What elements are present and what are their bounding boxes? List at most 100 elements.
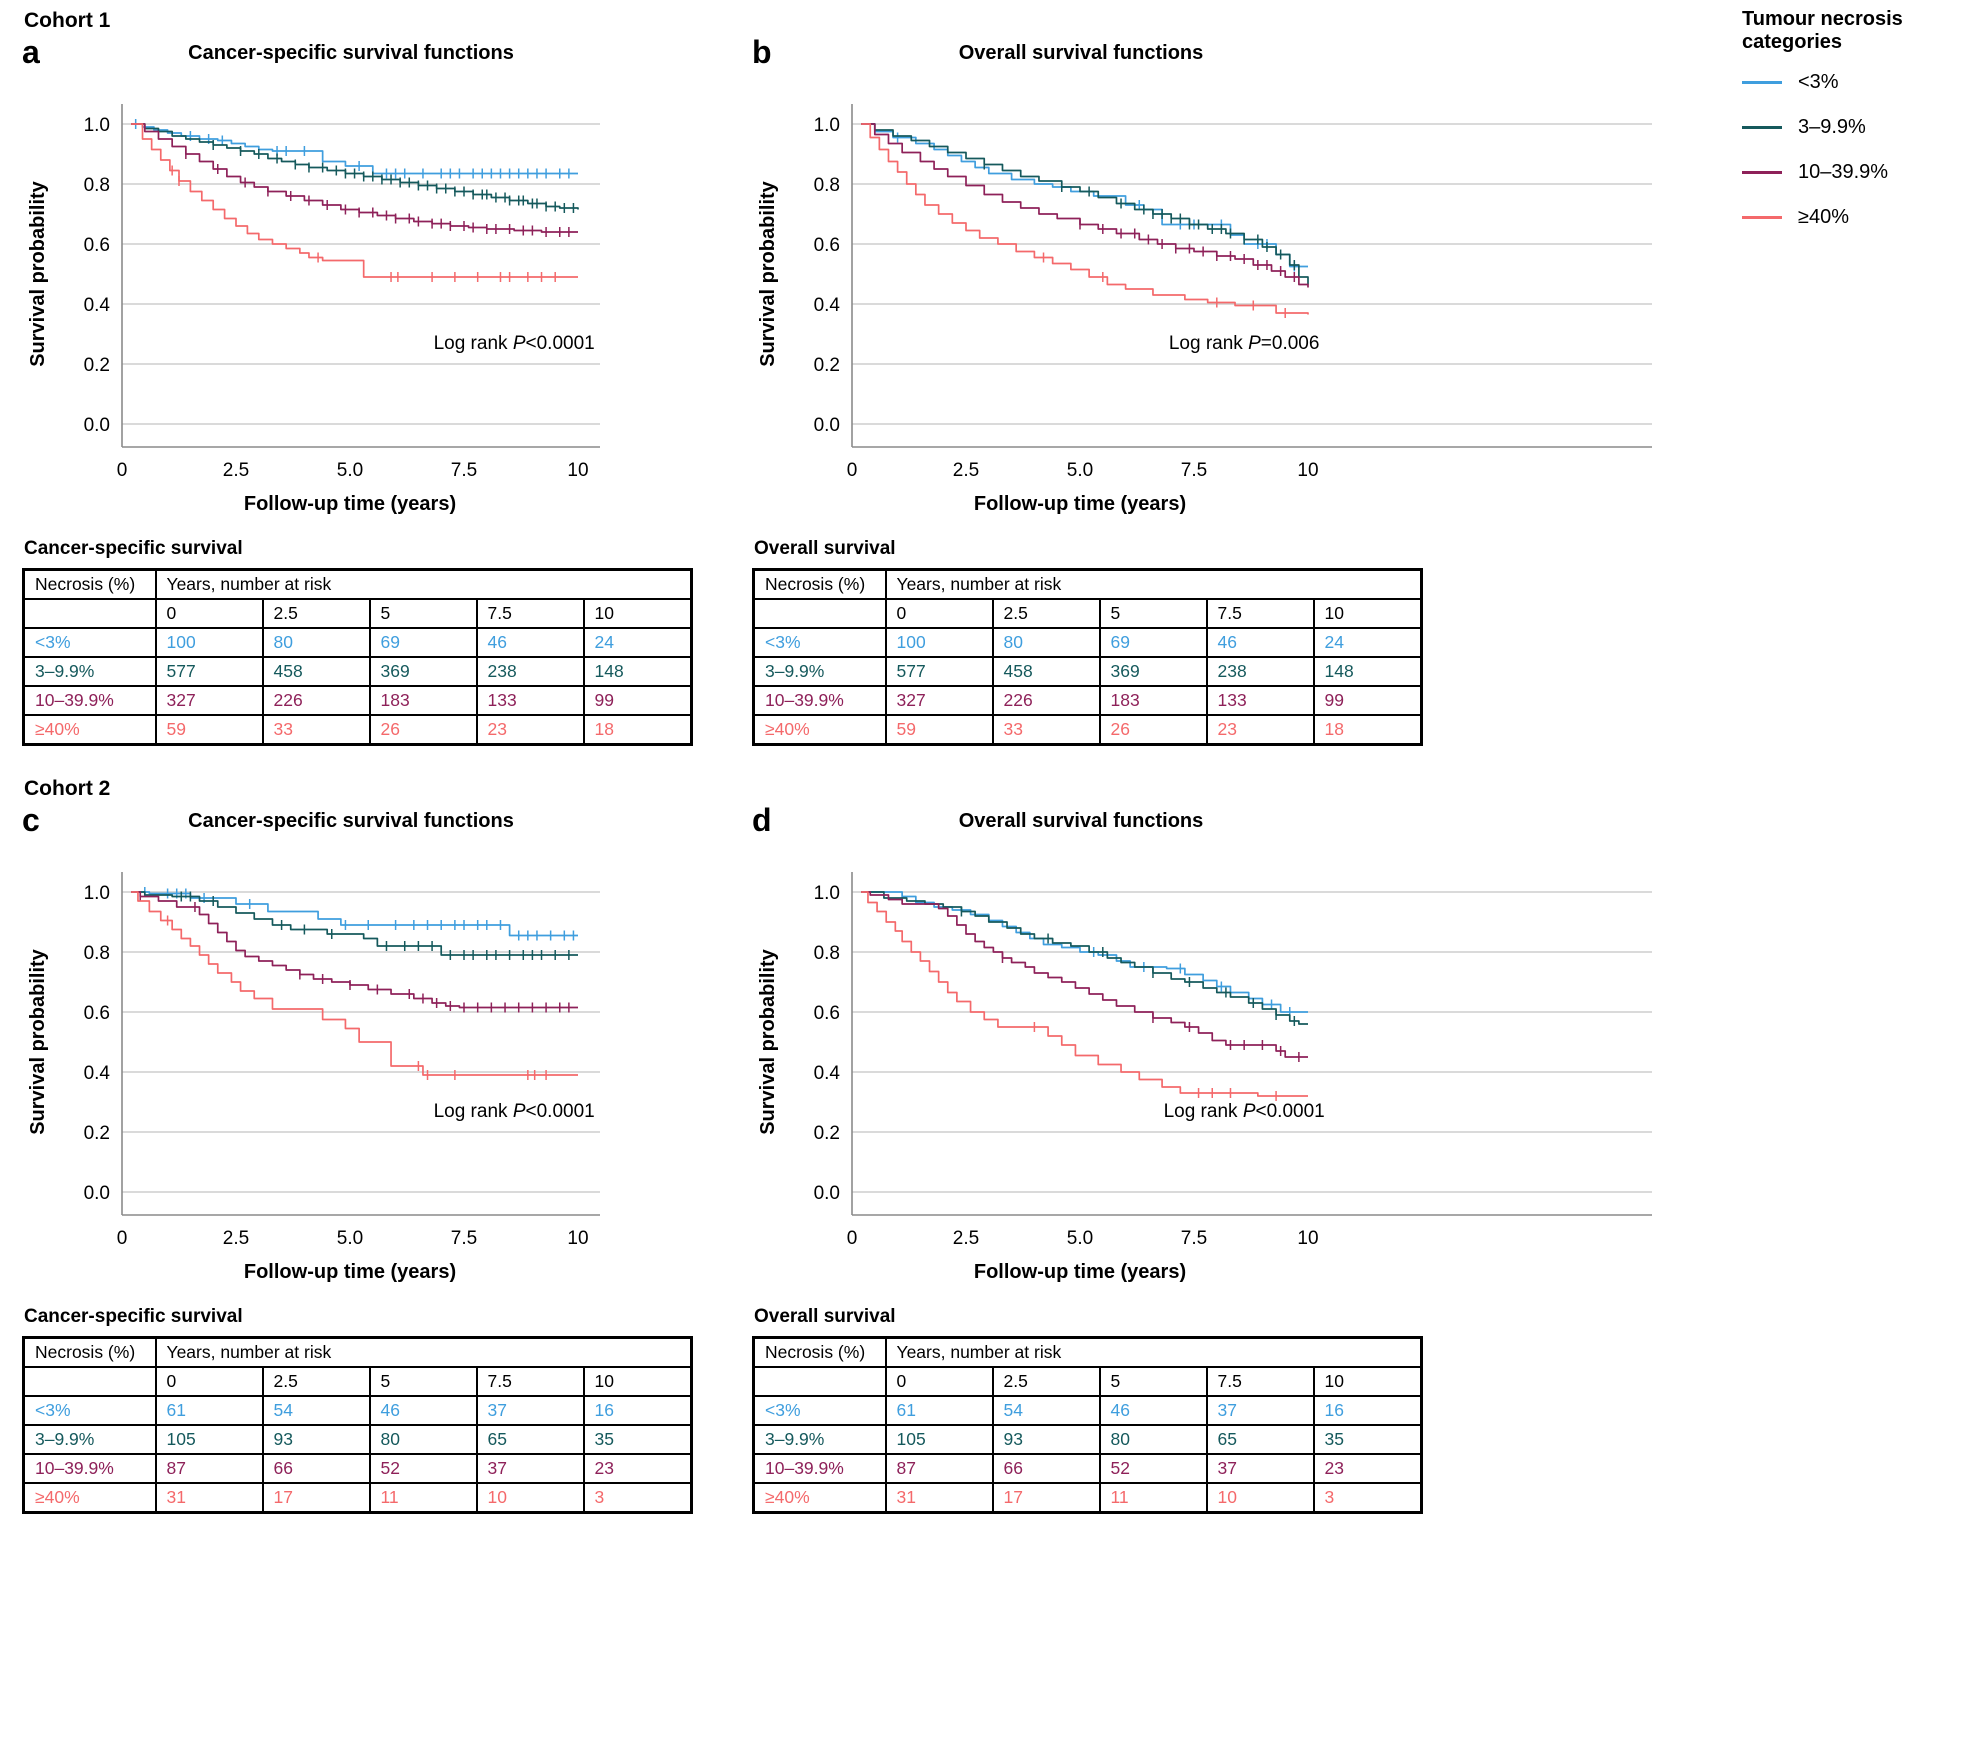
x-tick-label: 10 — [1297, 460, 1318, 481]
log-rank-annotation: Log rank P<0.0001 — [1164, 1101, 1325, 1122]
risk-count-cell: 93 — [261, 1424, 371, 1455]
table-row: ≥40% 59 33 26 23 18 — [752, 714, 1423, 746]
km-curve-≥40% — [861, 123, 1309, 315]
risk-count-cell: 10 — [475, 1482, 585, 1514]
x-tick-label: 7.5 — [451, 1228, 477, 1249]
legend-item-label: <3% — [1798, 71, 1839, 93]
risk-count-cell: 54 — [991, 1395, 1101, 1426]
necrosis-label-cell: 10–39.9% — [22, 685, 157, 716]
year-col-header: 10 — [582, 598, 693, 629]
year-col-header: 5 — [1098, 598, 1208, 629]
risk-count-cell: 99 — [582, 685, 693, 716]
risk-count-cell: 133 — [1205, 685, 1315, 716]
risk-count-cell: 23 — [1312, 1453, 1423, 1484]
x-axis-label: Follow-up time (years) — [244, 493, 456, 515]
y-gridlines — [852, 891, 1652, 1193]
y-tick-label: 0.8 — [814, 943, 840, 964]
km-curve-<3% — [861, 123, 1308, 268]
legend-line-swatch — [1742, 126, 1782, 129]
censor-ticks-<3% — [144, 887, 575, 941]
panel-title: Overall survival functions — [958, 42, 1204, 64]
risk-table: Necrosis (%) Years, number at risk 0 2.5 5 7.… — [752, 568, 1424, 746]
necrosis-header-cell: Necrosis (%) — [22, 1336, 157, 1368]
y-tick-labels: 1.0 0.8 0.6 0.4 0.2 0.0 — [814, 115, 841, 436]
km-chart-b: 1.0 0.8 0.6 0.4 0.2 0.0 0 2.5 5.0 7.5 10 Follow-up … — [757, 104, 1652, 515]
y-tick-labels: 1.0 0.8 0.6 0.4 0.2 0.0 — [84, 115, 111, 436]
censor-ticks-<3% — [134, 119, 570, 179]
y-tick-label: 0.6 — [84, 235, 110, 256]
year-col-header: 0 — [154, 1366, 264, 1397]
censor-ticks-10–39.9% — [185, 149, 570, 237]
table-year-row: 0 2.5 5 7.5 10 — [22, 1366, 693, 1397]
necrosis-label-cell: 10–39.9% — [22, 1453, 157, 1484]
necrosis-label-cell: <3% — [752, 1395, 887, 1426]
risk-count-cell: 80 — [991, 627, 1101, 658]
table-header-row: Necrosis (%) Years, number at risk — [752, 568, 1423, 600]
table-row: ≥40% 59 33 26 23 18 — [22, 714, 693, 746]
years-header-cell: Years, number at risk — [884, 568, 1423, 600]
risk-table-block: Overall survival Necrosis (%) Years, numbe… — [752, 538, 1672, 746]
year-col-header: 10 — [1312, 1366, 1423, 1397]
panel-c: c Cancer-specific survival functions 1.0 0.… — [22, 802, 728, 1514]
risk-count-cell: 23 — [582, 1453, 693, 1484]
risk-count-cell: 3 — [1312, 1482, 1423, 1514]
x-tick-label: 0 — [117, 1228, 128, 1249]
necrosis-label-cell: 3–9.9% — [22, 1424, 157, 1455]
empty-cell — [22, 1366, 157, 1397]
legend-line-swatch — [1742, 81, 1782, 84]
risk-count-cell: 105 — [884, 1424, 994, 1455]
necrosis-label-cell: 3–9.9% — [752, 1424, 887, 1455]
x-tick-label: 5.0 — [1067, 460, 1093, 481]
year-col-header: 0 — [884, 598, 994, 629]
table-row: 10–39.9% 87 66 52 37 23 — [22, 1453, 693, 1484]
censor-ticks-3–9.9% — [983, 159, 1296, 270]
panel-d: d Overall survival functions 1.0 0.8 0.6 0.4 0… — [752, 802, 1672, 1514]
risk-table: Necrosis (%) Years, number at risk 0 2.5 5 7.… — [22, 1336, 694, 1514]
risk-table-block: Overall survival Necrosis (%) Years, numbe… — [752, 1306, 1672, 1514]
km-curve-3–9.9% — [861, 891, 1308, 1025]
legend-item: <3% — [1742, 60, 1982, 105]
necrosis-label-cell: 10–39.9% — [752, 1453, 887, 1484]
y-tick-label: 0.2 — [814, 1123, 840, 1144]
year-col-header: 5 — [368, 1366, 478, 1397]
panel-letter-c: c — [22, 802, 40, 838]
y-tick-label: 0.8 — [84, 175, 110, 196]
risk-count-cell: 577 — [154, 656, 264, 687]
necrosis-header-cell: Necrosis (%) — [752, 568, 887, 600]
panel-title: Cancer-specific survival functions — [188, 42, 514, 64]
table-row: 10–39.9% 87 66 52 37 23 — [752, 1453, 1423, 1484]
y-axis-label: Survival probability — [757, 180, 779, 366]
risk-count-cell: 37 — [1205, 1453, 1315, 1484]
necrosis-label-cell: <3% — [752, 627, 887, 658]
censor-ticks-≥40% — [1042, 252, 1286, 318]
cohort-1-panels-row: a Cancer-specific survival functions 1.0 0.… — [22, 34, 1987, 746]
risk-table-block: Cancer-specific survival Necrosis (%) Year… — [22, 1306, 728, 1514]
legend-item-label: ≥40% — [1798, 206, 1850, 228]
table-row: ≥40% 31 17 11 10 3 — [22, 1482, 693, 1514]
y-tick-label: 0.6 — [84, 1003, 110, 1024]
table-row: <3% 61 54 46 37 16 — [752, 1395, 1423, 1426]
cohort-2-section: Cohort 2 c Cancer-specific survival funct… — [22, 776, 1987, 1514]
risk-count-cell: 93 — [991, 1424, 1101, 1455]
legend-item: 3–9.9% — [1742, 105, 1982, 150]
empty-cell — [752, 598, 887, 629]
legend-line-swatch — [1742, 171, 1782, 174]
risk-count-cell: 238 — [1205, 656, 1315, 687]
risk-count-cell: 226 — [261, 685, 371, 716]
necrosis-label-cell: 10–39.9% — [752, 685, 887, 716]
y-tick-label: 0.0 — [814, 1183, 840, 1204]
risk-count-cell: 59 — [884, 714, 994, 746]
x-tick-labels: 0 2.5 5.0 7.5 10 — [117, 1228, 589, 1249]
risk-count-cell: 458 — [261, 656, 371, 687]
table-year-row: 0 2.5 5 7.5 10 — [752, 1366, 1423, 1397]
risk-table-title: Cancer-specific survival — [24, 538, 243, 559]
x-tick-label: 7.5 — [451, 460, 477, 481]
risk-count-cell: 183 — [368, 685, 478, 716]
x-tick-label: 5.0 — [337, 460, 363, 481]
y-gridlines — [122, 891, 600, 1193]
risk-count-cell: 238 — [475, 656, 585, 687]
table-row: 10–39.9% 327 226 183 133 99 — [22, 685, 693, 716]
necrosis-label-cell: ≥40% — [752, 1482, 887, 1514]
risk-table-title: Overall survival — [754, 538, 896, 559]
empty-cell — [22, 598, 157, 629]
